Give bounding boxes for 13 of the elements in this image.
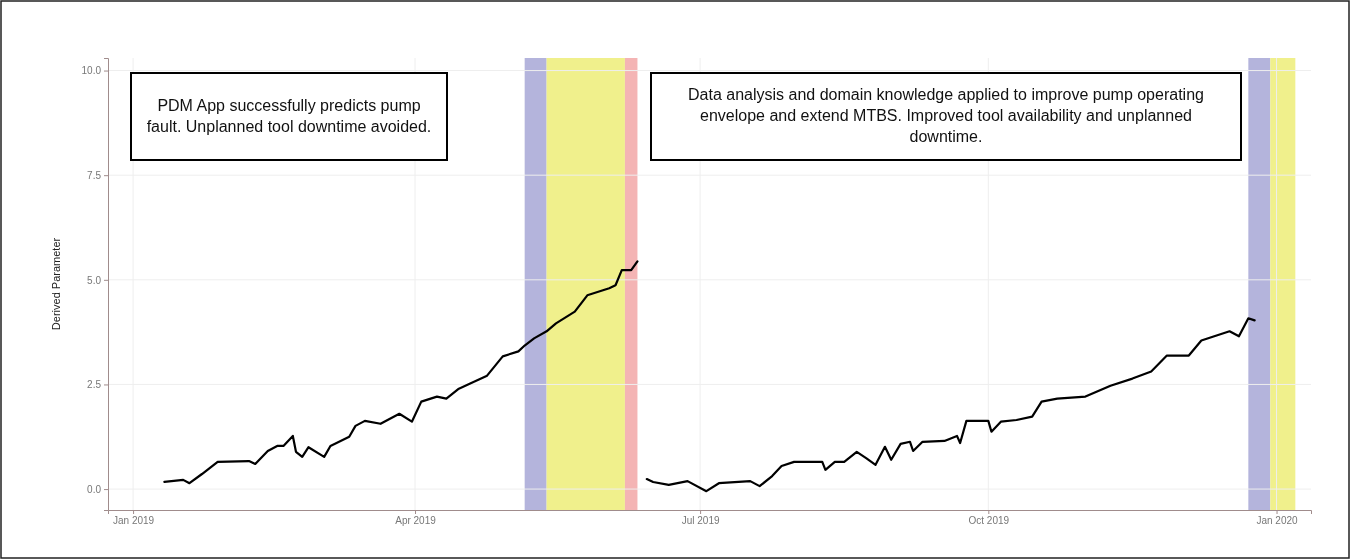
y-tick-label: 0.0 [87, 483, 102, 495]
note-box: Data analysis and domain knowledge applied to improve pump operating envelope and extend MTBS. Improved tool availability and unplanned downtime. [650, 72, 1242, 161]
x-tick-label: Jul 2019 [681, 515, 720, 527]
x-tick-label: Jan 2019 [112, 515, 155, 527]
y-tick-label: 7.5 [87, 169, 102, 181]
y-tick-label: 2.5 [87, 379, 102, 391]
x-tick-label: Jan 2020 [1256, 515, 1299, 527]
x-tick-label: Apr 2019 [395, 515, 437, 527]
y-tick-label: 10.0 [81, 65, 102, 77]
y-tick-label: 5.0 [87, 274, 102, 286]
note-box: PDM App successfully predicts pump fault. Unplanned tool downtime avoided. [130, 72, 448, 161]
x-tick-label: Oct 2019 [968, 515, 1010, 527]
y-axis-title: Derived Parameter [50, 237, 62, 331]
